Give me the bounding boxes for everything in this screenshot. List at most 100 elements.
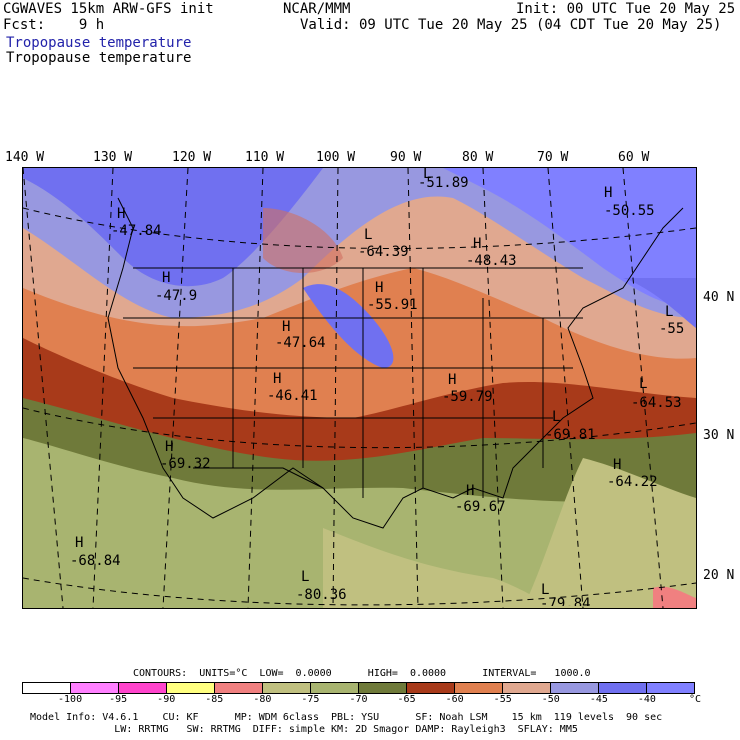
colorbar-swatch: [455, 683, 503, 693]
extremum-value: -68.84: [70, 553, 121, 569]
extremum-value: -79.84: [540, 597, 591, 606]
colorbar-tick-label: -95: [109, 694, 128, 705]
parallel-30n: [23, 407, 696, 449]
extremum-marker: L: [423, 166, 432, 182]
extremum-value: -80.36: [296, 587, 347, 603]
extremum-value: -51.89: [418, 175, 469, 191]
band-minus75-gulf: [323, 528, 553, 608]
organization: NCAR/MMM: [283, 1, 351, 17]
extremum-value: -64.22: [607, 474, 658, 490]
lon-label-90w: 90 W: [390, 150, 422, 165]
extremum-value: -50.55: [604, 203, 655, 219]
extremum-value: -48.43: [466, 253, 517, 269]
extremum-marker: H: [75, 535, 84, 551]
lon-label-70w: 70 W: [537, 150, 569, 165]
colorbar-tick-label: -100: [58, 694, 83, 705]
colorbar-swatch: [263, 683, 311, 693]
extremum-marker: L: [301, 569, 310, 585]
extremum-value: -55: [659, 321, 685, 337]
extremum-marker: H: [473, 236, 482, 252]
extremum-marker: L: [665, 304, 674, 320]
meridian-60w: [622, 168, 664, 608]
lon-label-100w: 100 W: [316, 150, 356, 165]
extremum-value: -46.41: [267, 388, 318, 404]
lon-label-80w: 80 W: [462, 150, 494, 165]
colorbar-tick-label: -80: [253, 694, 272, 705]
extremum-value: -69.81: [545, 427, 596, 443]
field-title-colored: Tropopause temperature: [6, 35, 192, 51]
colorbar-tick-label: °C: [688, 694, 702, 705]
band-minus80-patch: [653, 586, 696, 608]
colorbar-tick-label: -50: [541, 694, 560, 705]
model-info-line2: LW: RRTMG SW: RRTMG DIFF: simple KM: 2D …: [30, 724, 578, 735]
extremum-value: -69.67: [455, 499, 506, 515]
extremum-marker: H: [466, 483, 475, 499]
colorbar-swatch: [359, 683, 407, 693]
lon-label-140w: 140 W: [5, 150, 45, 165]
lon-label-120w: 120 W: [172, 150, 212, 165]
colorbar-swatch: [503, 683, 551, 693]
extremum-marker: H: [375, 280, 384, 296]
extremum-marker: H: [604, 185, 613, 201]
colorbar-tick-label: -60: [445, 694, 464, 705]
extremum-value: -69.32: [160, 456, 211, 472]
graticule: [23, 168, 696, 608]
colorbar-swatch: [599, 683, 647, 693]
extremum-marker: L: [552, 409, 561, 425]
colorbar-tick-label: -65: [397, 694, 416, 705]
colorbar-swatch: [71, 683, 119, 693]
band-minus45-east: [623, 278, 696, 328]
lat-label-30n: 30 N: [703, 428, 735, 443]
extremum-value: -47.64: [275, 335, 326, 351]
extremum-marker: H: [282, 319, 291, 335]
colorbar-swatch: [215, 683, 263, 693]
band-minus75-southeast: [523, 458, 696, 608]
forecast-hour: Fcst: 9 h: [3, 17, 105, 33]
meridian-120w: [162, 168, 189, 608]
field-title: Tropopause temperature: [6, 50, 192, 66]
state-lines-horizontal: [123, 317, 583, 419]
init-time: Init: 00 UTC Tue 20 May 25: [516, 1, 736, 17]
model-info-line1: Model Info: V4.6.1 CU: KF MP: WDM 6class…: [30, 712, 663, 723]
extremum-value: -64.39: [358, 244, 409, 260]
meridian-90w: [407, 168, 419, 608]
tropopause-temperature-field: [23, 168, 696, 608]
extremum-marker: H: [613, 457, 622, 473]
colorbar-swatch: [311, 683, 359, 693]
colorbar-tick-label: -70: [349, 694, 368, 705]
lon-label-130w: 130 W: [93, 150, 133, 165]
colorbar-tick-label: -45: [589, 694, 608, 705]
extremum-value: -64.53: [631, 395, 682, 411]
lon-label-60w: 60 W: [618, 150, 650, 165]
coastline-path: [107, 197, 684, 529]
band-patch-lake: [263, 208, 343, 273]
extremum-value: -55.91: [367, 297, 418, 313]
colorbar-tick-label: -40: [637, 694, 656, 705]
colorbar-swatch: [167, 683, 215, 693]
extremum-marker: L: [364, 227, 373, 243]
colorbar-swatch: [119, 683, 167, 693]
extremum-marker: H: [165, 439, 174, 455]
contours-info: CONTOURS: UNITS=°C LOW= 0.0000 HIGH= 0.0…: [133, 668, 591, 679]
meridian-110w: [247, 168, 264, 608]
colorbar-tick-label: -75: [301, 694, 320, 705]
band-minus45-plains: [303, 284, 394, 368]
meridian-70w: [547, 168, 584, 608]
band-minus45-west: [23, 168, 323, 287]
us-mexico-border: [193, 467, 324, 489]
extremum-value: -59.79: [442, 389, 493, 405]
valid-time: Valid: 09 UTC Tue 20 May 25 (04 CDT Tue …: [300, 17, 722, 33]
extremum-value: -47.84: [111, 223, 162, 239]
map-plot-area: [22, 167, 697, 609]
extremum-marker: H: [273, 371, 282, 387]
colorbar: [22, 682, 695, 694]
colorbar-swatch: [647, 683, 694, 693]
meridian-100w: [332, 168, 339, 608]
lon-label-110w: 110 W: [245, 150, 285, 165]
extremum-marker: L: [541, 582, 550, 598]
lat-label-20n: 20 N: [703, 568, 735, 583]
lat-label-40n: 40 N: [703, 290, 735, 305]
extremum-marker: H: [448, 372, 457, 388]
extremum-value: -47.9: [155, 288, 198, 304]
